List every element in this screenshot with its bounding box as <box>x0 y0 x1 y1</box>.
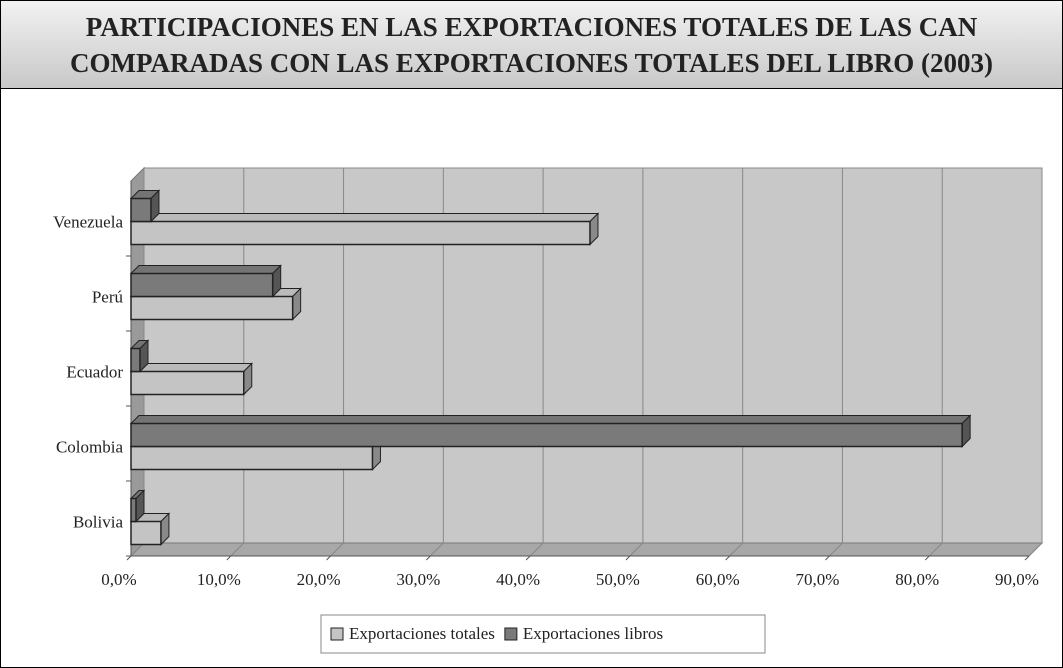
x-tick <box>126 555 132 561</box>
y-tick-label: Venezuela <box>53 212 123 231</box>
grid-line <box>230 542 245 557</box>
x-tick-label: 20,0% <box>297 570 341 589</box>
x-tick-label: 40,0% <box>496 570 540 589</box>
bar <box>130 422 963 448</box>
x-tick <box>525 555 531 561</box>
grid-line <box>729 542 744 557</box>
bar-top <box>129 363 253 372</box>
bar <box>130 272 274 298</box>
grid-line <box>928 542 943 557</box>
chart-title: PARTICIPACIONES EN LAS EXPORTACIONES TOT… <box>1 1 1062 89</box>
x-tick <box>425 555 431 561</box>
x-tick <box>1024 555 1030 561</box>
bar <box>130 220 591 246</box>
x-tick-label: 60,0% <box>696 570 740 589</box>
x-tick-label: 30,0% <box>396 570 440 589</box>
x-tick-label: 50,0% <box>596 570 640 589</box>
grid-line <box>1028 542 1043 557</box>
x-tick <box>226 555 232 561</box>
x-tick-label: 0,0% <box>101 570 136 589</box>
bar-top <box>129 265 282 274</box>
x-tick-label: 70,0% <box>795 570 839 589</box>
x-tick <box>326 555 331 561</box>
legend-label: Exportaciones libros <box>523 624 663 643</box>
grid-line <box>330 542 344 557</box>
bar <box>130 497 137 523</box>
x-tick <box>625 555 631 561</box>
x-tick-label: 80,0% <box>895 570 939 589</box>
legend-swatch <box>330 627 344 641</box>
bar <box>130 520 162 546</box>
x-tick <box>924 555 930 561</box>
y-tick-label: Bolivia <box>73 512 124 531</box>
title-line: COMPARADAS CON LAS EXPORTACIONES TOTALES… <box>70 48 993 78</box>
grid-line <box>829 542 843 557</box>
legend-box <box>320 614 766 654</box>
bar <box>130 445 374 471</box>
bar <box>130 197 152 223</box>
y-tick-label: Perú <box>92 287 124 306</box>
x-tick-label: 10,0% <box>197 570 241 589</box>
floor <box>129 542 1044 557</box>
y-tick-label: Ecuador <box>66 362 123 381</box>
grid-line <box>429 542 444 557</box>
grid-line <box>529 542 544 557</box>
bar <box>130 370 245 396</box>
x-tick <box>725 555 731 561</box>
bar-top <box>129 415 972 424</box>
y-tick-label: Colombia <box>56 437 124 456</box>
grid-line <box>629 542 644 557</box>
bar <box>130 347 141 373</box>
x-tick <box>825 555 830 561</box>
legend-swatch <box>504 627 518 641</box>
bar-top <box>129 213 600 222</box>
legend-label: Exportaciones totales <box>349 624 495 643</box>
title-line: PARTICIPACIONES EN LAS EXPORTACIONES TOT… <box>85 12 978 42</box>
bar <box>130 295 294 321</box>
x-tick-label: 90,0% <box>995 570 1039 589</box>
